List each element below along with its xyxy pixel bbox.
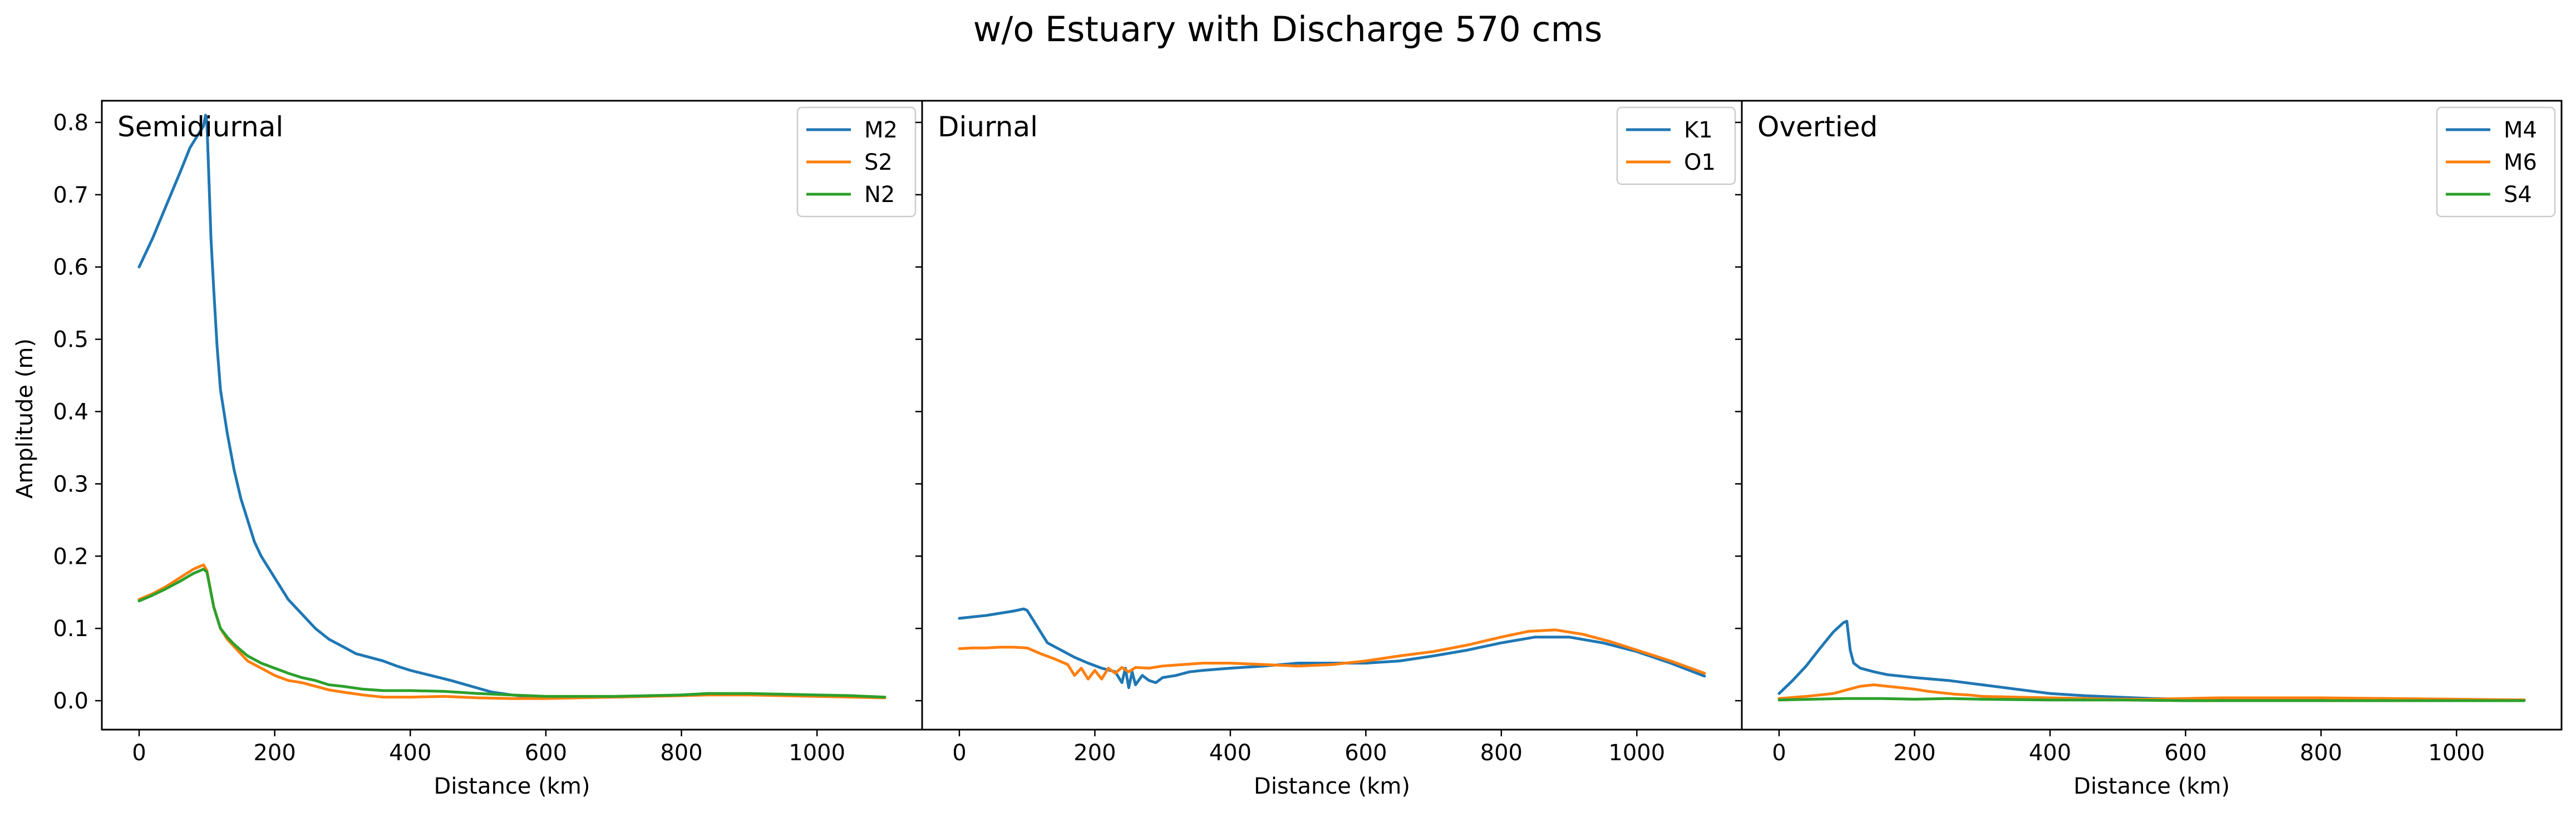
panel-semidiurnal: 0 200 400 600 800 1000 0.0 0.1 0.2 0.3 0.4 0.5 0.6 0.… (53, 100, 923, 799)
panel-label: Semidiurnal (117, 111, 283, 143)
y-tick-label: 0.7 (53, 183, 88, 208)
panel-overtied: 0 200 400 600 800 1000 Distance (km) Overtied M4… (1735, 100, 2563, 799)
series-line-o1 (958, 628, 1706, 681)
legend: M4 M6 S4 (2436, 106, 2556, 218)
legend-label-m4: M4 (2504, 117, 2537, 143)
x-tick-label: 1000 (2428, 740, 2485, 766)
x-tick-label: 600 (1344, 740, 1387, 766)
legend-box (796, 106, 917, 218)
x-tick-label: 800 (2300, 740, 2342, 766)
x-tick-label: 1000 (789, 740, 845, 766)
y-axis-label: Amplitude (m) (12, 338, 38, 499)
series-line-m4 (1777, 619, 2526, 702)
x-tick-label: 600 (525, 740, 567, 766)
x-axis-label: Distance (km) (434, 774, 590, 799)
x-tick-label: 400 (389, 740, 431, 766)
x-tick-label: 200 (253, 740, 295, 766)
legend-label-m2: M2 (864, 117, 898, 143)
x-axis-label: Distance (km) (1254, 774, 1410, 799)
x-tick-label: 200 (1893, 740, 1935, 766)
y-tick-label: 0.5 (53, 327, 88, 353)
legend-label-s4: S4 (2504, 182, 2532, 208)
x-tick-label: 400 (2029, 740, 2071, 766)
legend-label-o1: O1 (1684, 150, 1716, 175)
legend-box (1616, 106, 1736, 185)
y-tick-label: 0.4 (53, 400, 88, 425)
series-line-n2 (137, 568, 886, 699)
y-tick-label: 0.1 (53, 616, 88, 642)
figure-title: w/o Estuary with Discharge 570 cms (973, 9, 1603, 50)
axes-frame (1741, 100, 2563, 731)
series-line-k1 (958, 607, 1706, 690)
x-tick-label: 0 (132, 740, 146, 766)
y-tick-label: 0.2 (53, 544, 88, 569)
legend-label-k1: K1 (1684, 117, 1713, 143)
panels: 0 200 400 600 800 1000 0.0 0.1 0.2 0.3 0.4 0.5 0.6 0.… (53, 100, 2563, 799)
legend-box (2436, 106, 2556, 218)
x-tick-label: 800 (1480, 740, 1523, 766)
y-tick-label: 0.8 (53, 110, 88, 136)
legend-label-m6: M6 (2504, 150, 2537, 175)
y-tick-label: 0.0 (53, 688, 88, 714)
panel-label: Diurnal (938, 111, 1038, 143)
x-tick-label: 600 (2164, 740, 2206, 766)
x-tick-label: 1000 (1608, 740, 1665, 766)
series-line-s4 (1777, 697, 2526, 702)
legend: M2 S2 N2 (796, 106, 917, 218)
x-tick-label: 0 (1772, 740, 1786, 766)
y-tick-label: 0.3 (53, 471, 88, 497)
y-tick-label: 0.6 (53, 255, 88, 280)
panel-label: Overtied (1757, 111, 1878, 143)
x-tick-label: 400 (1209, 740, 1252, 766)
legend-label-s2: S2 (864, 150, 893, 175)
x-axis-label: Distance (km) (2073, 774, 2230, 799)
x-tick-label: 0 (952, 740, 966, 766)
x-tick-label: 800 (660, 740, 702, 766)
series-line-m6 (1777, 683, 2526, 702)
x-tick-label: 200 (1073, 740, 1116, 766)
legend-label-n2: N2 (864, 182, 895, 208)
